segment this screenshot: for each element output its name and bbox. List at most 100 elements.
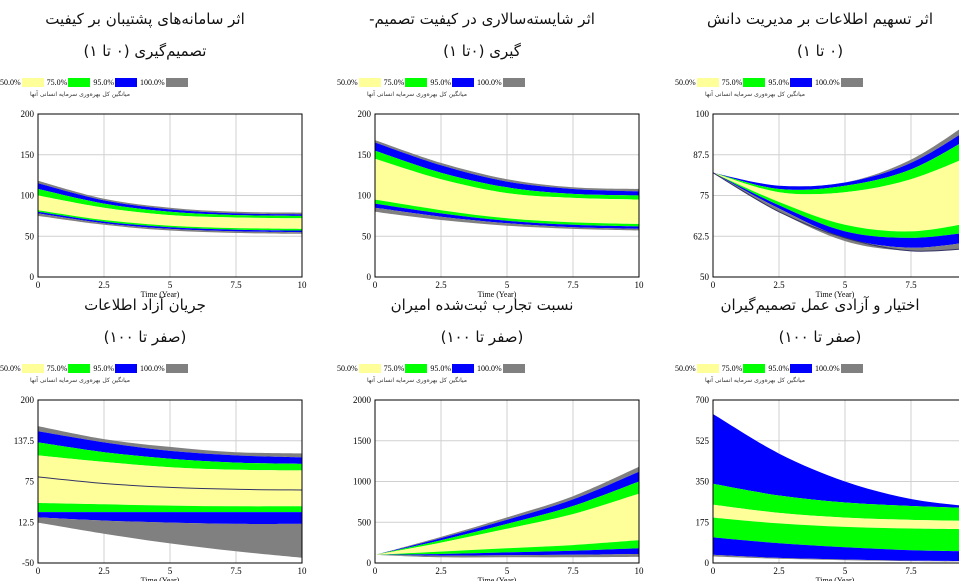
x-tick-label: 7.5 — [567, 280, 579, 290]
y-tick-label: 350 — [696, 477, 710, 487]
confidence-band — [38, 512, 302, 524]
confidence-band — [38, 455, 302, 507]
legend: 50.0% 75.0% 95.0% 100.0% — [0, 362, 191, 374]
plot-frame — [37, 113, 303, 278]
legend-label: 100.0% — [477, 77, 502, 87]
y-tick-label: 200 — [21, 395, 35, 405]
confidence-band — [375, 199, 639, 227]
y-tick-label: 12.5 — [18, 517, 34, 527]
x-tick-label: 2.5 — [773, 566, 785, 576]
legend-swatch — [165, 363, 188, 373]
y-tick-label: 175 — [696, 517, 710, 527]
legend-swatch — [452, 77, 475, 87]
panel-3: اثر سامانه‌های پشتیبان بر کیفیت تصمیم‌گیر… — [0, 0, 307, 299]
legend-swatch — [790, 363, 813, 373]
confidence-band — [375, 540, 639, 555]
y-tick-label: 2000 — [353, 395, 372, 405]
chart-title-line2: (صفر تا ۱۰۰) — [103, 328, 187, 346]
x-tick-label: 2.5 — [435, 566, 447, 576]
chart-title-line1: جریان آزاد اطلاعات — [84, 296, 206, 314]
y-tick-label: 0 — [30, 272, 35, 282]
legend-swatch — [405, 77, 428, 87]
variable-label: میانگین کل بهره‌وری سرمایه انسانی آنها — [367, 91, 467, 98]
legend-label: 100.0% — [140, 363, 165, 373]
confidence-band — [375, 158, 639, 224]
variable-label: میانگین کل بهره‌وری سرمایه انسانی آنها — [367, 377, 467, 384]
confidence-band — [713, 160, 959, 232]
confidence-band — [713, 144, 959, 195]
legend-label: 100.0% — [477, 363, 502, 373]
legend-label: 75.0% — [383, 363, 405, 373]
y-tick-label: 100 — [21, 191, 35, 201]
x-tick-label: 0 — [373, 566, 378, 576]
x-tick-label: 5 — [505, 566, 510, 576]
plot-frame — [37, 399, 303, 564]
x-tick-label: 0 — [711, 566, 716, 576]
x-tick-label: 10 — [635, 566, 645, 576]
confidence-band — [713, 172, 959, 248]
legend-swatch — [68, 77, 91, 87]
x-tick-label: 7.5 — [230, 280, 242, 290]
confidence-band — [38, 195, 302, 229]
legend-label: 75.0% — [46, 363, 68, 373]
x-tick-label: 10 — [298, 566, 308, 576]
chart-title-line1: نسبت تجارب ثبت‌شده امیران — [390, 296, 574, 314]
legend-label: 50.0% — [337, 363, 358, 373]
plot-area: 0 500 1000 1500 2000 0 2.5 5 7.5 10 Time (Year) — [353, 395, 645, 581]
chart-title-line1: اثر شایسته‌سالاری در کیفیت تصمیم- — [369, 10, 595, 28]
legend-swatch — [405, 363, 428, 373]
panel-2: اثر شایسته‌سالاری در کیفیت تصمیم- گیری (۰… — [337, 0, 644, 299]
legend-label: 95.0% — [430, 363, 452, 373]
y-tick-label: 525 — [696, 436, 710, 446]
legend-label: 75.0% — [383, 77, 405, 87]
legend-label: 50.0% — [675, 77, 696, 87]
mean-line — [712, 172, 959, 252]
chart-title-line1: اختیار و آزادی عمل تصمیم‌گیران — [720, 296, 920, 314]
x-tick-label: 10 — [298, 280, 308, 290]
confidence-band — [713, 504, 959, 530]
legend-label: 95.0% — [430, 77, 452, 87]
y-tick-label: 62.5 — [693, 231, 709, 241]
chart-title-line2: (صفر تا ۱۰۰) — [440, 328, 524, 346]
y-tick-label: 75 — [700, 191, 710, 201]
panel-1: اثر تسهیم اطلاعات بر مدیریت دانش (۰ تا ۱)… — [675, 0, 959, 299]
legend-swatch — [21, 363, 44, 373]
chart-title-line2: (صفر تا ۱۰۰) — [778, 328, 862, 346]
legend-label: 95.0% — [93, 363, 115, 373]
plot-frame — [712, 113, 959, 278]
legend-label: 75.0% — [721, 363, 743, 373]
confidence-band — [713, 483, 959, 521]
y-tick-label: 87.5 — [693, 150, 709, 160]
panel-6: اختیار و آزادی عمل تصمیم‌گیران (صفر تا ۱۰… — [675, 286, 959, 581]
x-axis-label: Time (Year) — [816, 290, 855, 299]
x-tick-label: 5 — [505, 280, 510, 290]
x-tick-label: 2.5 — [773, 280, 785, 290]
y-tick-label: 75 — [25, 477, 35, 487]
x-axis-label: Time (Year) — [478, 290, 517, 299]
y-tick-label: 700 — [696, 395, 710, 405]
x-axis-label: Time (Year) — [141, 290, 180, 299]
legend-label: 95.0% — [768, 363, 790, 373]
confidence-band — [375, 554, 639, 558]
y-tick-label: 100 — [696, 109, 710, 119]
confidence-band — [375, 493, 639, 555]
legend-label: 100.0% — [140, 77, 165, 87]
legend: 50.0% 75.0% 95.0% 100.0% — [675, 362, 866, 374]
legend-swatch — [502, 77, 525, 87]
x-tick-label: 2.5 — [98, 566, 110, 576]
chart-title-line1: اثر تسهیم اطلاعات بر مدیریت دانش — [707, 10, 933, 28]
x-tick-label: 7.5 — [905, 566, 917, 576]
confidence-band — [375, 150, 639, 200]
legend-swatch — [840, 77, 863, 87]
y-tick-label: 100 — [358, 191, 372, 201]
confidence-band — [375, 548, 639, 556]
y-tick-label: 0 — [367, 558, 372, 568]
panel-5: نسبت تجارب ثبت‌شده امیران (صفر تا ۱۰۰) 50.… — [337, 286, 644, 581]
confidence-band — [375, 142, 639, 196]
confidence-band — [713, 517, 959, 552]
confidence-band — [713, 414, 959, 508]
legend: 50.0% 75.0% 95.0% 100.0% — [0, 76, 191, 88]
chart-title-line2: گیری (۰تا ۱) — [443, 42, 521, 60]
legend-swatch — [696, 77, 719, 87]
